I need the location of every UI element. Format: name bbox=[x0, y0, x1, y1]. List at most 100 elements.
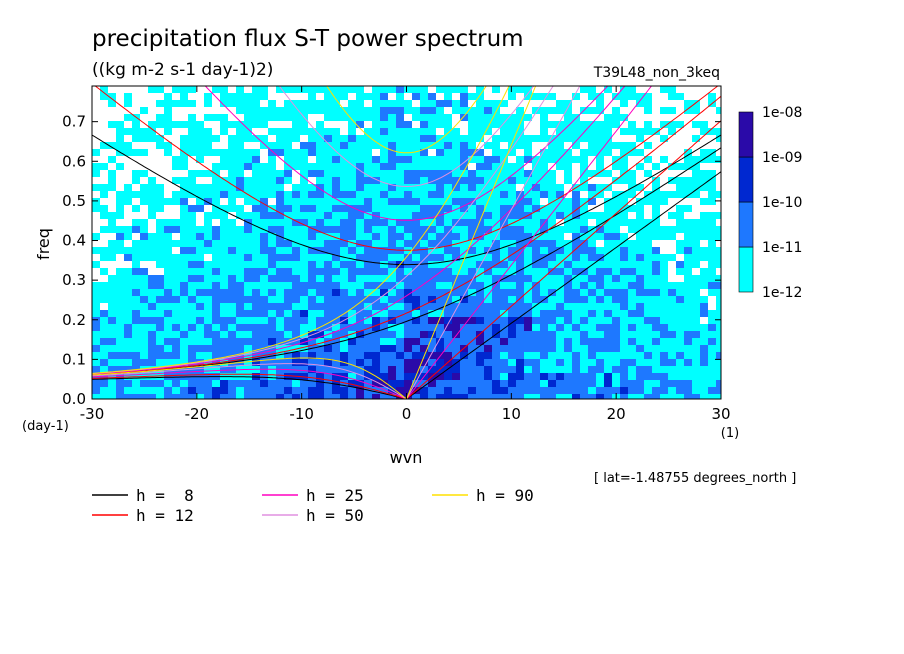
heatmap-cell bbox=[588, 107, 597, 115]
heatmap-cell bbox=[692, 177, 701, 185]
heatmap-cell bbox=[260, 380, 269, 388]
heatmap-cell bbox=[116, 205, 125, 213]
heatmap-cell bbox=[308, 121, 317, 129]
heatmap-cell bbox=[124, 282, 133, 290]
heatmap-cell bbox=[228, 275, 237, 283]
heatmap-cell bbox=[644, 128, 653, 136]
heatmap-cell bbox=[580, 212, 589, 220]
heatmap-cell bbox=[580, 317, 589, 325]
heatmap-cell bbox=[412, 226, 421, 234]
heatmap-cell bbox=[332, 212, 341, 220]
heatmap-cell bbox=[92, 163, 101, 171]
heatmap-cell bbox=[412, 233, 421, 241]
heatmap-cell bbox=[604, 100, 613, 108]
heatmap-cell bbox=[180, 338, 189, 346]
heatmap-cell bbox=[668, 86, 677, 94]
heatmap-cell bbox=[396, 219, 405, 227]
heatmap-cell bbox=[532, 359, 541, 367]
heatmap-cell bbox=[572, 93, 581, 101]
heatmap-cell bbox=[508, 212, 517, 220]
heatmap-cell bbox=[484, 261, 493, 269]
heatmap-cell bbox=[380, 219, 389, 227]
heatmap-cell bbox=[260, 121, 269, 129]
heatmap-cell bbox=[92, 247, 101, 255]
heatmap-cell bbox=[244, 268, 253, 276]
heatmap-cell bbox=[524, 114, 533, 122]
heatmap-cell bbox=[228, 100, 237, 108]
heatmap-cell bbox=[396, 254, 405, 262]
heatmap-cell bbox=[484, 100, 493, 108]
heatmap-cell bbox=[260, 86, 269, 94]
heatmap-cell bbox=[556, 303, 565, 311]
heatmap-cell bbox=[468, 268, 477, 276]
heatmap-cell bbox=[220, 219, 229, 227]
heatmap-cell bbox=[692, 240, 701, 248]
heatmap-cell bbox=[196, 149, 205, 157]
heatmap-cell bbox=[132, 163, 141, 171]
heatmap-cell bbox=[124, 121, 133, 129]
heatmap-cell bbox=[196, 219, 205, 227]
heatmap-cell bbox=[660, 373, 669, 381]
heatmap-cell bbox=[548, 212, 557, 220]
heatmap-cell bbox=[700, 268, 709, 276]
heatmap-cell bbox=[636, 338, 645, 346]
heatmap-cell bbox=[692, 121, 701, 129]
heatmap-cell bbox=[468, 205, 477, 213]
heatmap-cell bbox=[124, 114, 133, 122]
heatmap-cell bbox=[268, 184, 277, 192]
heatmap-cell bbox=[380, 303, 389, 311]
heatmap-cell bbox=[596, 261, 605, 269]
heatmap-cell bbox=[316, 212, 325, 220]
heatmap-cell bbox=[100, 261, 109, 269]
heatmap-cell bbox=[628, 380, 637, 388]
heatmap-cell bbox=[484, 296, 493, 304]
heatmap-cell bbox=[276, 191, 285, 199]
heatmap-cell bbox=[580, 324, 589, 332]
heatmap-cell bbox=[412, 289, 421, 297]
heatmap-cell bbox=[260, 261, 269, 269]
heatmap-cell bbox=[92, 352, 101, 360]
heatmap-cell bbox=[116, 261, 125, 269]
heatmap-cell bbox=[244, 128, 253, 136]
heatmap-cell bbox=[300, 324, 309, 332]
heatmap-cell bbox=[212, 247, 221, 255]
heatmap-cell bbox=[436, 303, 445, 311]
colorbar-label: 1e-10 bbox=[762, 195, 802, 211]
heatmap-cell bbox=[580, 289, 589, 297]
heatmap-cell bbox=[460, 303, 469, 311]
heatmap-cell bbox=[156, 394, 165, 399]
heatmap-cell bbox=[668, 345, 677, 353]
heatmap-cell bbox=[436, 93, 445, 101]
heatmap-cell bbox=[116, 275, 125, 283]
heatmap-cell bbox=[188, 261, 197, 269]
heatmap-cell bbox=[140, 338, 149, 346]
heatmap-cell bbox=[284, 156, 293, 164]
heatmap-cell bbox=[684, 338, 693, 346]
heatmap-cell bbox=[212, 296, 221, 304]
heatmap-cell bbox=[300, 387, 309, 395]
heatmap-cell bbox=[172, 114, 181, 122]
heatmap-cell bbox=[332, 121, 341, 129]
heatmap-cell bbox=[308, 317, 317, 325]
heatmap-cell bbox=[508, 324, 517, 332]
heatmap-cell bbox=[220, 310, 229, 318]
heatmap-cell bbox=[244, 121, 253, 129]
heatmap-cell bbox=[548, 177, 557, 185]
heatmap-cell bbox=[564, 100, 573, 108]
heatmap-cell bbox=[308, 100, 317, 108]
heatmap-cell bbox=[292, 156, 301, 164]
heatmap-cell bbox=[548, 93, 557, 101]
heatmap-cell bbox=[204, 121, 213, 129]
heatmap-cell bbox=[532, 254, 541, 262]
heatmap-cell bbox=[324, 184, 333, 192]
heatmap-cell bbox=[180, 142, 189, 150]
heatmap-cell bbox=[716, 310, 721, 318]
heatmap-cell bbox=[476, 170, 485, 178]
heatmap-cell bbox=[428, 387, 437, 395]
heatmap-cell bbox=[108, 93, 117, 101]
heatmap-cell bbox=[356, 345, 365, 353]
heatmap-cell bbox=[332, 114, 341, 122]
heatmap-cell bbox=[244, 93, 253, 101]
heatmap-cell bbox=[524, 219, 533, 227]
heatmap-cell bbox=[156, 359, 165, 367]
